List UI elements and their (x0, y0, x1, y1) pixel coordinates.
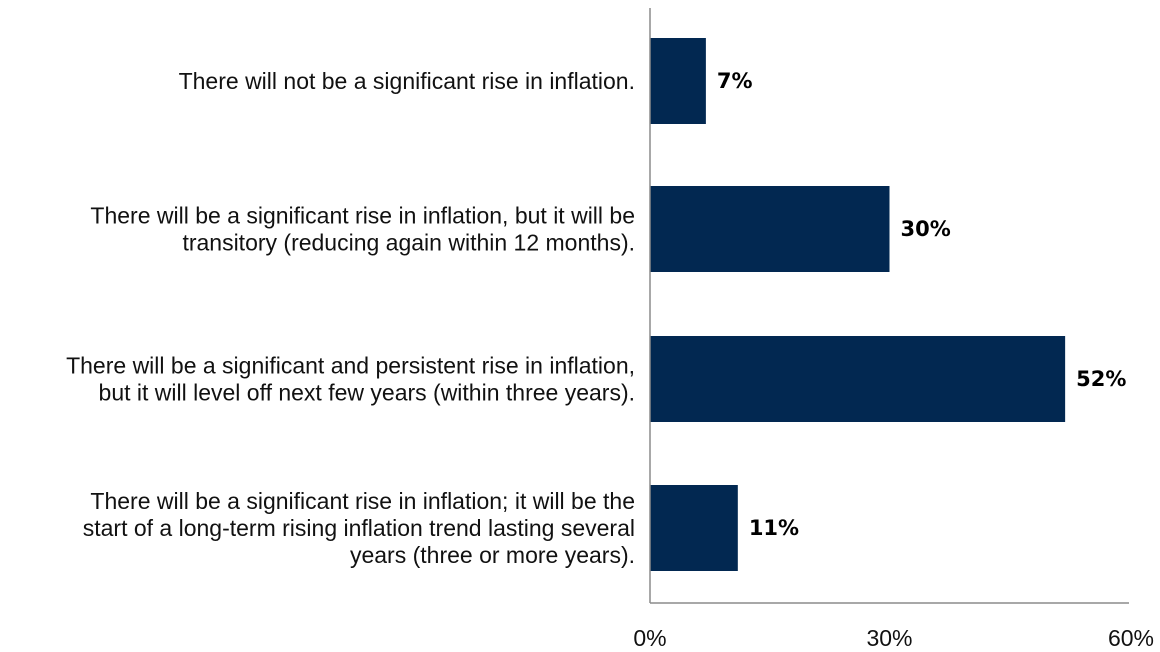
category-label-3: There will be a significant and persiste… (66, 353, 635, 406)
category-label-1: There will not be a significant rise in … (179, 68, 635, 94)
category-label-line: but it will level off next few years (wi… (99, 380, 635, 406)
bar-2 (650, 186, 890, 272)
category-label-2: There will be a significant rise in infl… (90, 203, 635, 256)
bar-3 (650, 336, 1066, 422)
bar-4 (650, 485, 738, 571)
x-tick-label-2: 30% (866, 625, 912, 651)
value-label-3: 52% (1076, 367, 1126, 391)
bars-layer (650, 38, 1066, 571)
category-label-line: There will not be a significant rise in … (179, 68, 635, 94)
value-label-2: 30% (901, 217, 951, 241)
bar-1 (650, 38, 706, 124)
x-tick-labels: 0% 30% 60% (633, 625, 1154, 651)
x-tick-label-3: 60% (1108, 625, 1154, 651)
value-labels: 7% 30% 52% 11% (717, 69, 1127, 540)
value-label-4: 11% (749, 516, 799, 540)
category-label-line: There will be a significant rise in infl… (90, 488, 635, 514)
category-label-line: years (three or more years). (350, 542, 635, 568)
category-label-4: There will be a significant rise in infl… (83, 488, 635, 568)
category-labels: There will not be a significant rise in … (66, 68, 635, 568)
category-label-line: There will be a significant and persiste… (66, 353, 635, 379)
category-label-line: transitory (reducing again within 12 mon… (182, 230, 635, 256)
x-tick-label-1: 0% (633, 625, 666, 651)
category-label-line: start of a long-term rising inflation tr… (83, 515, 635, 541)
category-label-line: There will be a significant rise in infl… (90, 203, 635, 229)
value-label-1: 7% (717, 69, 753, 93)
